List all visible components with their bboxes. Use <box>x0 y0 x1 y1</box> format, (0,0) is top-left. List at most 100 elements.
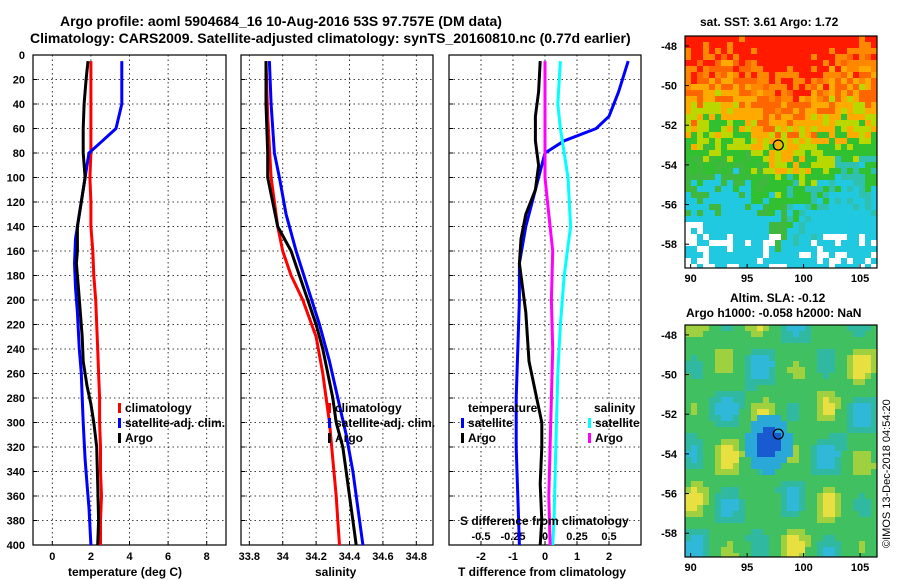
map-cell <box>823 72 829 78</box>
map-cell <box>763 451 769 457</box>
map-cell <box>703 553 709 557</box>
map-cell <box>763 409 769 415</box>
map-cell <box>811 397 817 403</box>
map-cell <box>757 162 763 168</box>
map-cell <box>829 427 835 433</box>
map-cell <box>829 349 835 355</box>
map-cell <box>805 252 811 258</box>
map-cell <box>871 162 877 168</box>
map-cell <box>871 505 877 511</box>
map-cell <box>703 481 709 487</box>
map-cell <box>781 60 787 66</box>
map-cell <box>691 150 697 156</box>
map-cell <box>793 511 799 517</box>
map-cell <box>775 168 781 174</box>
map-cell <box>823 102 829 108</box>
map-cell <box>871 469 877 475</box>
map-cell <box>745 397 751 403</box>
map-cell <box>817 168 823 174</box>
map-cell <box>775 228 781 234</box>
map-cell <box>769 379 775 385</box>
map-cell <box>685 54 691 60</box>
map-cell <box>703 48 709 54</box>
map-cell <box>859 60 865 66</box>
map-cell <box>781 391 787 397</box>
map-cell <box>697 216 703 222</box>
map-cell <box>793 138 799 144</box>
map-cell <box>865 325 871 331</box>
map-cell <box>781 78 787 84</box>
map-cell <box>703 469 709 475</box>
x-tick-label: 34.8 <box>406 551 427 563</box>
map-cell <box>769 186 775 192</box>
map-cell <box>733 210 739 216</box>
map-cell <box>685 427 691 433</box>
map-cell <box>853 138 859 144</box>
map-cell <box>721 325 727 331</box>
map-cell <box>781 331 787 337</box>
map-cell <box>847 325 853 331</box>
map-cell <box>757 433 763 439</box>
map-cell <box>817 60 823 66</box>
map-cell <box>799 258 805 264</box>
map-cell <box>787 451 793 457</box>
map-cell <box>697 421 703 427</box>
map-cell <box>727 156 733 162</box>
map-cell <box>691 439 697 445</box>
map-cell <box>751 349 757 355</box>
map-cell <box>751 493 757 499</box>
map-cell <box>817 198 823 204</box>
map-cell <box>781 240 787 246</box>
map-cell <box>697 493 703 499</box>
map-cell <box>733 234 739 240</box>
map-cell <box>733 54 739 60</box>
map-cell <box>709 415 715 421</box>
map-cell <box>691 216 697 222</box>
map-cell <box>847 367 853 373</box>
map-cell <box>727 343 733 349</box>
map-cell <box>787 240 793 246</box>
map-cell <box>727 54 733 60</box>
map-cell <box>697 433 703 439</box>
map-cell <box>697 66 703 72</box>
map-cell <box>787 331 793 337</box>
map-cell <box>763 367 769 373</box>
map-cell <box>859 349 865 355</box>
map-cell <box>697 361 703 367</box>
map-cell <box>721 240 727 246</box>
map-cell <box>721 198 727 204</box>
map-cell <box>739 102 745 108</box>
map-cell <box>733 517 739 523</box>
map-cell <box>727 264 733 268</box>
map-cell <box>817 48 823 54</box>
map-cell <box>787 210 793 216</box>
map-cell <box>811 463 817 469</box>
map-cell <box>781 222 787 228</box>
map-cell <box>853 361 859 367</box>
map-cell <box>817 234 823 240</box>
map-cell <box>751 222 757 228</box>
map-cell <box>859 451 865 457</box>
map-cell <box>709 373 715 379</box>
map-cell <box>769 144 775 150</box>
map-cell <box>841 156 847 162</box>
map-cell <box>847 391 853 397</box>
depth-tick-label: 60 <box>13 124 25 136</box>
map-cell <box>865 505 871 511</box>
map-cell <box>709 90 715 96</box>
map-cell <box>745 415 751 421</box>
legend-swatch-satellite <box>328 418 331 428</box>
map-cell <box>799 403 805 409</box>
map-cell <box>799 240 805 246</box>
map-cell <box>745 102 751 108</box>
map-cell <box>715 174 721 180</box>
map-cell <box>775 547 781 553</box>
map-cell <box>781 126 787 132</box>
map-cell <box>763 481 769 487</box>
map-cell <box>751 84 757 90</box>
map-cell <box>787 78 793 84</box>
map-cell <box>709 511 715 517</box>
map-cell <box>829 355 835 361</box>
map-cell <box>823 48 829 54</box>
map-cell <box>715 463 721 469</box>
